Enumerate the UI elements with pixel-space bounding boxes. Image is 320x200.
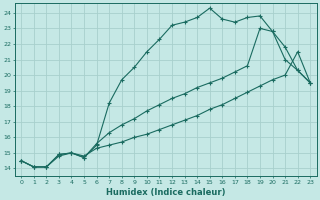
- X-axis label: Humidex (Indice chaleur): Humidex (Indice chaleur): [106, 188, 226, 197]
